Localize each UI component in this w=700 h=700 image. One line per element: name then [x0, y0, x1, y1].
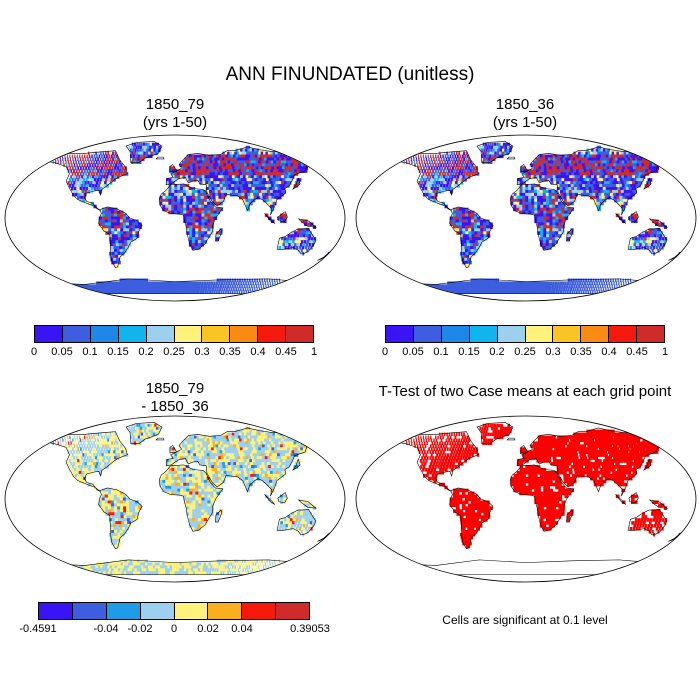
panel-3-title-line1: 1850_79	[145, 380, 205, 397]
colorbar-swatch	[90, 326, 119, 342]
panel-1-title-line1: 1850_79	[145, 96, 205, 113]
colorbar-tick-label: 0	[30, 346, 38, 358]
colorbar-tick-label: 0.02	[197, 623, 219, 635]
panel-2-title-line2: (yrs 1-50)	[492, 114, 558, 131]
colorbar-swatch	[72, 603, 107, 619]
grid-cells	[388, 142, 684, 294]
coastlines	[37, 141, 334, 294]
colorbar-swatch	[39, 603, 73, 619]
colorbar-swatch	[140, 603, 175, 619]
colorbar-swatch	[242, 603, 277, 619]
colorbar-tick-label: 0.25	[163, 346, 185, 358]
colorbar-swatch	[525, 326, 554, 342]
map-panel-1850-36	[355, 134, 697, 302]
colorbar-swatch	[118, 326, 147, 342]
colorbar-tick-label: 1	[661, 346, 669, 358]
colorbar-difference	[38, 602, 310, 620]
colorbar-swatch	[146, 326, 175, 342]
colorbar-swatch	[609, 326, 638, 342]
colorbar-swatch	[386, 326, 414, 342]
colorbar-tick-label: -0.02	[127, 623, 153, 635]
colorbar-tick-label: 0	[381, 346, 389, 358]
panel-3-title-line2: - 1850_36	[141, 398, 209, 415]
colorbar-tick-label: 1	[310, 346, 318, 358]
map-frame	[355, 415, 697, 583]
colorbar-tick-label: 0.4	[601, 346, 617, 358]
colorbar-swatch	[202, 326, 231, 342]
colorbar-swatch	[62, 326, 91, 342]
colorbar-swatch	[637, 326, 665, 342]
map-frame	[355, 134, 697, 302]
colorbar-tick-label: 0.15	[107, 346, 129, 358]
colorbar-tick-label: 0.45	[275, 346, 297, 358]
colorbar-tick-label: 0.05	[51, 346, 73, 358]
grid-cells	[398, 423, 684, 549]
coastlines	[388, 141, 685, 294]
colorbar-swatch	[413, 326, 442, 342]
colorbar-swatch	[469, 326, 498, 342]
colorbar-tick-label: 0.35	[570, 346, 592, 358]
colorbar-tick-label: 0.3	[545, 346, 561, 358]
map-frame	[4, 415, 346, 583]
colorbar-swatch	[230, 326, 259, 342]
colorbar-tick-label: 0.04	[231, 623, 253, 635]
colorbar-tick-label: 0.3	[194, 346, 210, 358]
colorbar-tick-label: 0.1	[82, 346, 98, 358]
colorbar-tick-label: 0	[170, 623, 178, 635]
colorbar-swatch	[208, 603, 243, 619]
colorbar-swatch	[174, 326, 203, 342]
colorbar-tick-label: 0.4	[250, 346, 266, 358]
map-frame	[4, 134, 346, 302]
map-panel-ttest	[355, 415, 697, 583]
colorbar-tick-label: 0.15	[458, 346, 480, 358]
colorbar-swatch	[441, 326, 470, 342]
colorbar-swatch	[286, 326, 314, 342]
colorbar-swatch	[276, 603, 309, 619]
grid-cells	[37, 423, 333, 575]
colorbar-swatch	[258, 326, 287, 342]
colorbar-tick-label: 0.05	[402, 346, 424, 358]
significance-note: Cells are significant at 0.1 level	[442, 613, 608, 627]
figure-title: ANN FINUNDATED (unitless)	[225, 64, 475, 85]
colorbar-tick-label: 0.45	[626, 346, 648, 358]
panel-2-title: 1850_36 (yrs 1-50)	[375, 96, 675, 132]
coastlines	[37, 422, 334, 575]
colorbar-swatch	[35, 326, 63, 342]
colorbar-tick-label: 0.35	[219, 346, 241, 358]
map-panel-1850-79	[4, 134, 346, 302]
panel-2-title-line1: 1850_36	[495, 96, 555, 113]
panel-3-title: 1850_79 - 1850_36	[25, 380, 325, 416]
colorbar-tick-label: 0.39053	[290, 623, 330, 635]
colorbar-swatch	[497, 326, 526, 342]
colorbar-1850-79	[34, 325, 314, 343]
colorbar-swatch	[174, 603, 209, 619]
panel-4-title: T-Test of two Case means at each grid po…	[378, 383, 672, 400]
colorbar-swatch	[553, 326, 582, 342]
panel-1-title-line2: (yrs 1-50)	[142, 114, 208, 131]
grid-cells	[37, 142, 333, 294]
coastlines	[388, 422, 685, 575]
colorbar-tick-label: 0.2	[138, 346, 154, 358]
colorbar-tick-label: 0.2	[489, 346, 505, 358]
colorbar-1850-36	[385, 325, 665, 343]
colorbar-tick-label: -0.04	[93, 623, 119, 635]
colorbar-swatch	[106, 603, 141, 619]
colorbar-tick-label: 0.25	[514, 346, 536, 358]
map-panel-difference	[4, 415, 346, 583]
colorbar-tick-label: -0.4591	[19, 623, 57, 635]
colorbar-swatch	[581, 326, 610, 342]
panel-1-title: 1850_79 (yrs 1-50)	[25, 96, 325, 132]
colorbar-tick-label: 0.1	[433, 346, 449, 358]
